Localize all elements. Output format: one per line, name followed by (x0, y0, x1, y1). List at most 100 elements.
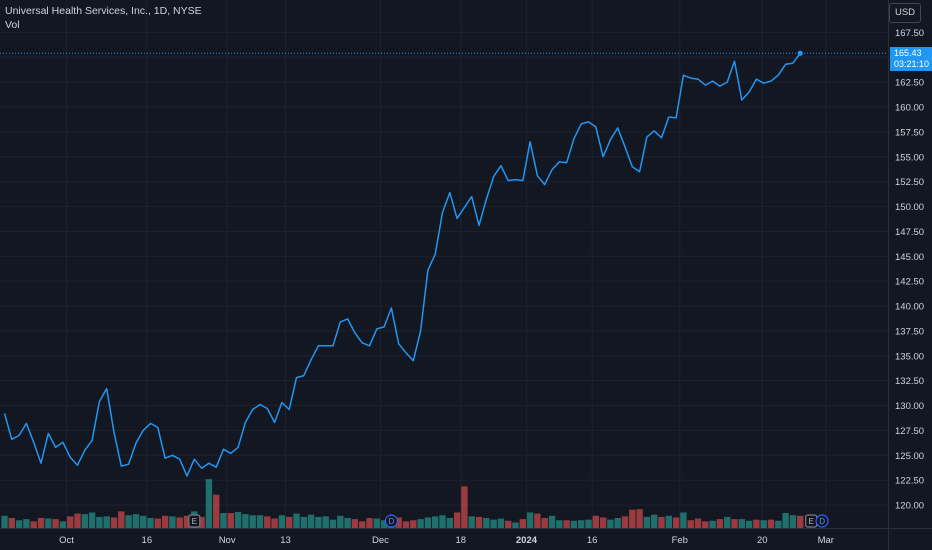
volume-bar (468, 516, 475, 528)
volume-bar (636, 509, 643, 528)
x-tick-label: Feb (672, 535, 688, 546)
y-tick-label: 162.50 (895, 78, 924, 89)
volume-bar (103, 516, 110, 528)
volume-bar (483, 518, 490, 528)
volume-bar (8, 518, 15, 528)
volume-bar (563, 520, 570, 528)
volume-bar (249, 515, 256, 528)
time-axis[interactable]: Oct 16 Nov 13 Dec 18 2024 16 Feb 20 Mar (0, 528, 932, 547)
earnings-marker[interactable] (188, 514, 201, 528)
y-tick-label: 157.50 (895, 127, 924, 138)
y-tick-label: 147.50 (895, 227, 924, 238)
price-line-layer (0, 50, 888, 477)
volume-bar (315, 516, 322, 528)
volume-bar (183, 515, 191, 528)
volume-bar (702, 521, 709, 528)
volume-bar (74, 513, 81, 528)
volume-bar (541, 518, 548, 528)
x-tick-label: Dec (372, 535, 389, 546)
last-price-label: 165.43 03:21:10 (890, 47, 932, 71)
volume-bar (767, 519, 775, 528)
volume-bar (198, 516, 205, 528)
volume-bar (264, 516, 271, 528)
y-tick-label: 130.00 (895, 401, 924, 412)
volume-bar (410, 520, 417, 528)
y-tick-label: 137.50 (895, 326, 924, 337)
chart-legend: Universal Health Services, Inc., 1D, NYS… (5, 5, 202, 32)
volume-bar (125, 515, 132, 528)
x-tick-label: 16 (587, 535, 598, 546)
volume-bar (672, 517, 680, 528)
y-tick-label: 120.00 (895, 501, 924, 512)
volume-bar (432, 516, 439, 528)
volume-bar (132, 514, 140, 528)
volume-bar (629, 509, 636, 528)
last-price-value: 165.43 (894, 48, 922, 58)
volume-bar (578, 520, 585, 528)
volume-bar (366, 518, 373, 528)
x-tick-label: Nov (219, 535, 236, 546)
volume-bar (118, 511, 125, 528)
event-marker-label: D (819, 517, 825, 526)
volume-bar (220, 513, 227, 528)
x-tick-label: 2024 (516, 535, 538, 546)
y-tick-label: 155.00 (895, 152, 924, 163)
volume-bar (439, 515, 446, 528)
volume-bar (329, 519, 337, 528)
volume-bar (548, 515, 556, 528)
volume-bar (161, 515, 169, 528)
volume-bar (271, 518, 278, 528)
volume-bar (256, 515, 264, 528)
volume-bar (505, 520, 512, 528)
bar-countdown: 03:21:10 (894, 59, 930, 69)
x-tick-label: 16 (142, 535, 153, 546)
volume-bar (775, 520, 782, 528)
dividend-marker[interactable] (815, 514, 829, 528)
currency-button[interactable]: USD (889, 3, 921, 23)
volume-bar (344, 518, 351, 528)
symbol-title[interactable]: Universal Health Services, Inc., 1D, NYS… (5, 5, 202, 17)
volume-bar (592, 515, 599, 528)
volume-bar (475, 516, 483, 528)
volume-bar (373, 518, 380, 528)
volume-bar (351, 519, 359, 528)
volume-bar (585, 519, 592, 528)
volume-bar (424, 517, 432, 528)
event-marker-label: D (389, 517, 395, 526)
volume-legend[interactable]: Vol (5, 19, 20, 31)
volume-bar (709, 520, 716, 528)
y-tick-label: 167.50 (895, 28, 924, 39)
volume-bar (380, 520, 388, 528)
y-tick-label: 122.50 (895, 476, 924, 487)
volume-bar (461, 486, 468, 528)
volume-bar (359, 521, 366, 528)
price-line (3, 52, 801, 477)
volume-bar (621, 516, 629, 528)
y-tick-label: 127.50 (895, 426, 924, 437)
volume-bar (556, 520, 563, 528)
volume-bar (716, 519, 724, 528)
volume-bar (417, 519, 424, 528)
dividend-marker[interactable] (384, 514, 398, 528)
last-price-dot (797, 50, 803, 56)
volume-bar (402, 521, 410, 528)
volume-bar (797, 515, 804, 528)
y-tick-label: 125.00 (895, 451, 924, 462)
event-marker-label: E (192, 517, 197, 526)
volume-bar (446, 518, 453, 528)
volume-bar (140, 515, 147, 528)
x-tick-label: Mar (818, 535, 834, 546)
volume-bar (23, 519, 30, 528)
y-tick-label: 140.00 (895, 302, 924, 313)
volume-bar (278, 515, 286, 528)
volume-bar (147, 518, 154, 528)
volume-bar (789, 515, 797, 528)
volume-bar (45, 518, 52, 528)
volume-bar (395, 517, 402, 528)
price-axis[interactable]: 120.00 122.50 125.00 127.50 130.00 132.50 135.… (888, 0, 925, 550)
volume-bar (88, 512, 96, 528)
volume-bar (519, 519, 526, 528)
volume-bar (37, 518, 45, 528)
